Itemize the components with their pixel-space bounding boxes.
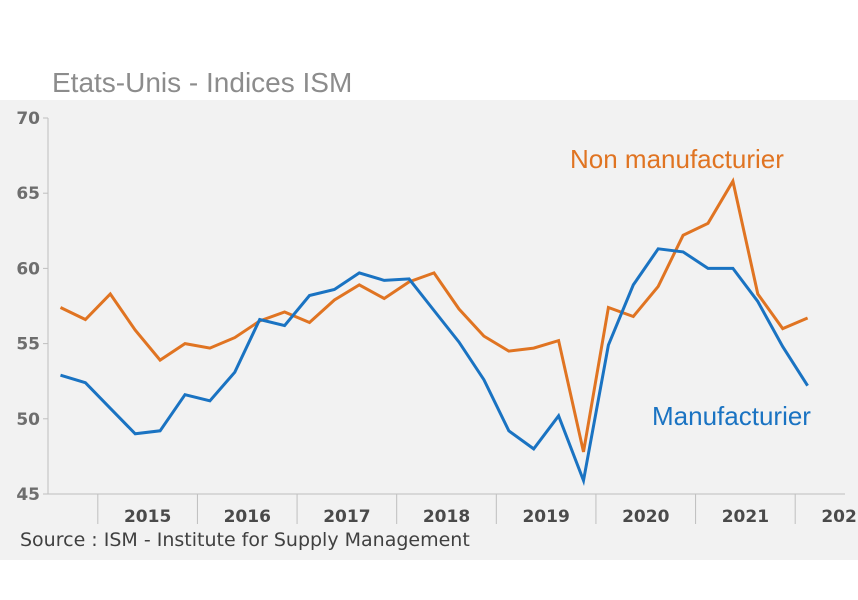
x-tick-label: 2020 xyxy=(622,507,669,527)
series-line-non-manufacturier xyxy=(59,177,809,453)
axes: 45 50 55 60 65 70 2015 2016 2017 2018 2019 2020 2021… xyxy=(16,109,858,527)
x-tick-label: 2017 xyxy=(323,507,370,527)
y-tick-label: 50 xyxy=(16,410,40,430)
series-label-non-manufacturier: Non manufacturier xyxy=(570,144,784,174)
series-lines xyxy=(59,177,809,487)
source-note: Source : ISM - Institute for Supply Mana… xyxy=(20,529,470,551)
chart-title: Etats-Unis - Indices ISM xyxy=(52,67,352,98)
y-tick-label: 65 xyxy=(16,184,40,204)
x-tick-label: 2019 xyxy=(522,507,569,527)
x-tick-label: 2018 xyxy=(423,507,470,527)
series-label-manufacturier: Manufacturier xyxy=(652,401,811,431)
x-tick-label: 2016 xyxy=(224,507,271,527)
y-tick-label: 55 xyxy=(16,335,40,355)
x-tick-label: 2021 xyxy=(722,507,769,527)
series-line-manufacturier xyxy=(60,247,809,487)
y-tick-label: 70 xyxy=(16,109,40,129)
y-tick-label: 45 xyxy=(16,485,40,505)
plot-background xyxy=(0,100,858,560)
y-tick-label: 60 xyxy=(16,259,40,279)
x-tick-label: 2022 xyxy=(821,507,858,527)
x-tick-label: 2015 xyxy=(124,507,171,527)
